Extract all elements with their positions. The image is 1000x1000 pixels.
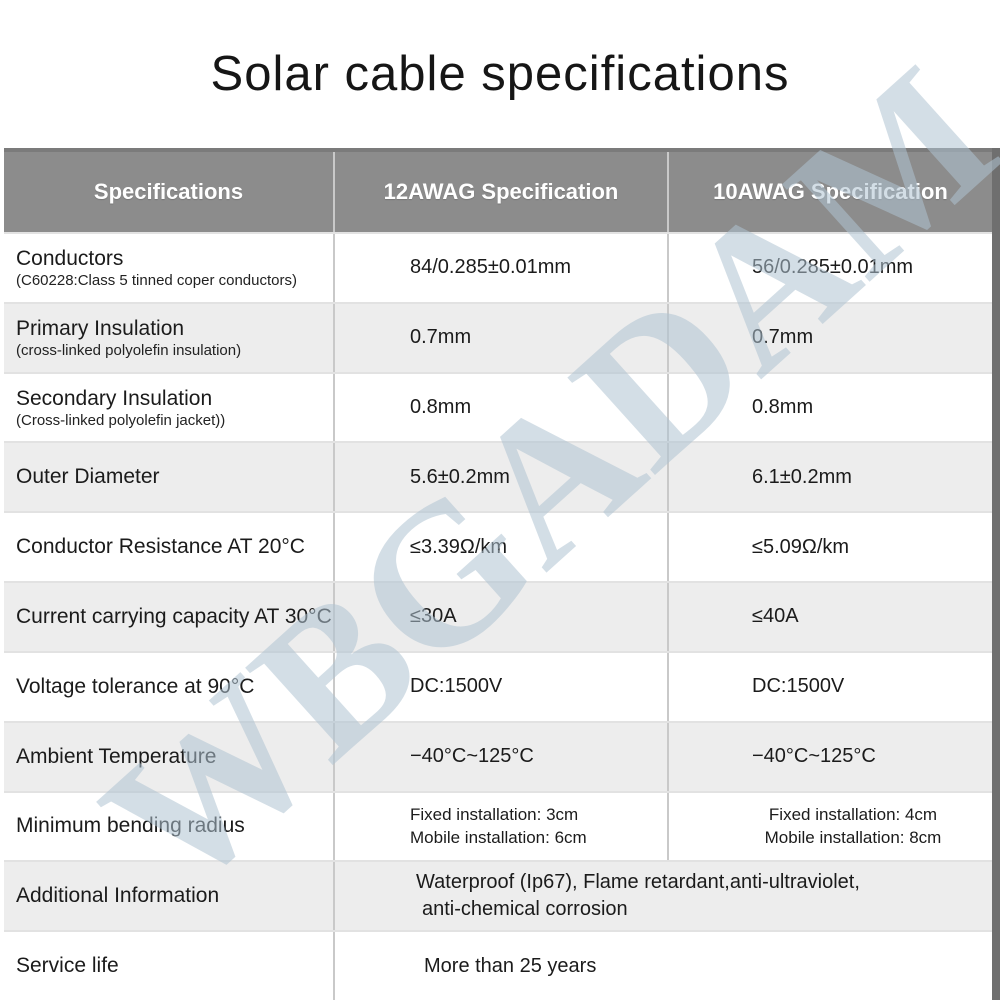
row-label-cell: Minimum bending radius (4, 793, 333, 861)
row-label: Secondary Insulation (16, 386, 213, 410)
table-row-primary-insulation: Primary Insulation (cross-linked polyole… (4, 301, 992, 372)
value-merged: Waterproof (Ip67), Flame retardant,anti-… (333, 862, 992, 931)
table-row-voltage-tolerance: Voltage tolerance at 90°C DC:1500V DC:15… (4, 650, 992, 721)
mobile-installation-line: Mobile installation: 8cm (764, 828, 942, 848)
value-10awag: ≤5.09Ω/km (667, 513, 992, 582)
value-12awag: −40°C~125°C (333, 722, 667, 791)
row-label-cell: Ambient Temperature (4, 723, 333, 791)
row-label: Conductors (16, 246, 124, 270)
value-12awag: 0.8mm (333, 373, 667, 442)
row-label-cell: Service life (4, 932, 333, 1000)
row-label-cell: Primary Insulation (cross-linked polyole… (4, 304, 333, 372)
header-12awag-specification: 12AWAG Specification (333, 152, 667, 232)
value-10awag: 56/0.285±0.01mm (667, 234, 992, 302)
value-12awag: ≤30A (333, 583, 667, 651)
row-label: Ambient Temperature (16, 744, 217, 768)
table-row-additional-information: Additional Information Waterproof (Ip67)… (4, 860, 992, 931)
value-12awag: 84/0.285±0.01mm (333, 234, 667, 302)
row-label: Voltage tolerance at 90°C (16, 674, 255, 698)
table-row-bending-radius: Minimum bending radius Fixed installatio… (4, 790, 992, 861)
row-label-cell: Secondary Insulation (Cross-linked polyo… (4, 374, 333, 442)
value-10awag: ≤40A (667, 583, 992, 651)
table-row-conductors: Conductors (C60228:Class 5 tinned coper … (4, 232, 992, 302)
table-row-secondary-insulation: Secondary Insulation (Cross-linked polyo… (4, 371, 992, 442)
value-merged: More than 25 years (333, 932, 992, 1000)
table-row-service-life: Service life More than 25 years (4, 930, 992, 1000)
row-label: Primary Insulation (16, 316, 185, 340)
fixed-installation-line: Fixed installation: 4cm (768, 805, 938, 825)
row-label: Current carrying capacity AT 30°C (16, 604, 332, 628)
mobile-installation-line: Mobile installation: 6cm (410, 828, 587, 848)
row-label-cell: Additional Information (4, 862, 333, 930)
row-sublabel: (Cross-linked polyolefin jacket)) (16, 411, 226, 429)
table-row-current-capacity: Current carrying capacity AT 30°C ≤30A ≤… (4, 581, 992, 651)
value-10awag: 6.1±0.2mm (667, 443, 992, 512)
row-label-cell: Voltage tolerance at 90°C (4, 653, 333, 721)
additional-info-line-1: Waterproof (Ip67), Flame retardant,anti-… (416, 871, 860, 894)
value-10awag: 0.8mm (667, 373, 992, 442)
row-sublabel: (C60228:Class 5 tinned coper conductors) (16, 271, 297, 289)
value-10awag: 0.7mm (667, 303, 992, 372)
value-10awag: Fixed installation: 4cm Mobile installat… (667, 792, 992, 861)
table-row-conductor-resistance: Conductor Resistance AT 20°C ≤3.39Ω/km ≤… (4, 511, 992, 582)
header-specifications: Specifications (93, 179, 244, 204)
row-label-cell: Conductor Resistance AT 20°C (4, 513, 333, 581)
table-header-row: Specifications 12AWAG Specification 10AW… (4, 148, 992, 232)
row-label: Minimum bending radius (16, 814, 245, 838)
value-10awag: DC:1500V (667, 652, 992, 721)
table-row-ambient-temperature: Ambient Temperature −40°C~125°C −40°C~12… (4, 720, 992, 791)
value-12awag: 0.7mm (333, 303, 667, 372)
fixed-installation-line: Fixed installation: 3cm (410, 805, 579, 825)
value-10awag: −40°C~125°C (667, 722, 992, 791)
table-row-outer-diameter: Outer Diameter 5.6±0.2mm 6.1±0.2mm (4, 441, 992, 512)
value-12awag: ≤3.39Ω/km (333, 513, 667, 582)
spec-table: Specifications 12AWAG Specification 10AW… (4, 148, 1000, 1000)
row-label: Service life (16, 954, 119, 978)
title-band: Solar cable specifications (0, 0, 1000, 148)
row-label-cell: Outer Diameter (4, 443, 333, 511)
row-label: Conductor Resistance AT 20°C (16, 535, 305, 559)
row-sublabel: (cross-linked polyolefin insulation) (16, 341, 242, 359)
row-label: Additional Information (16, 884, 220, 908)
value-12awag: 5.6±0.2mm (333, 443, 667, 512)
page-title: Solar cable specifications (210, 47, 790, 101)
value-12awag: DC:1500V (333, 652, 667, 721)
additional-info-line-2: anti-chemical corrosion (422, 898, 628, 921)
row-label-cell: Conductors (C60228:Class 5 tinned coper … (4, 234, 333, 302)
value-12awag: Fixed installation: 3cm Mobile installat… (333, 792, 667, 861)
row-label-cell: Current carrying capacity AT 30°C (4, 583, 333, 651)
header-10awag-specification: 10AWAG Specification (667, 152, 992, 232)
row-label: Outer Diameter (16, 465, 160, 489)
